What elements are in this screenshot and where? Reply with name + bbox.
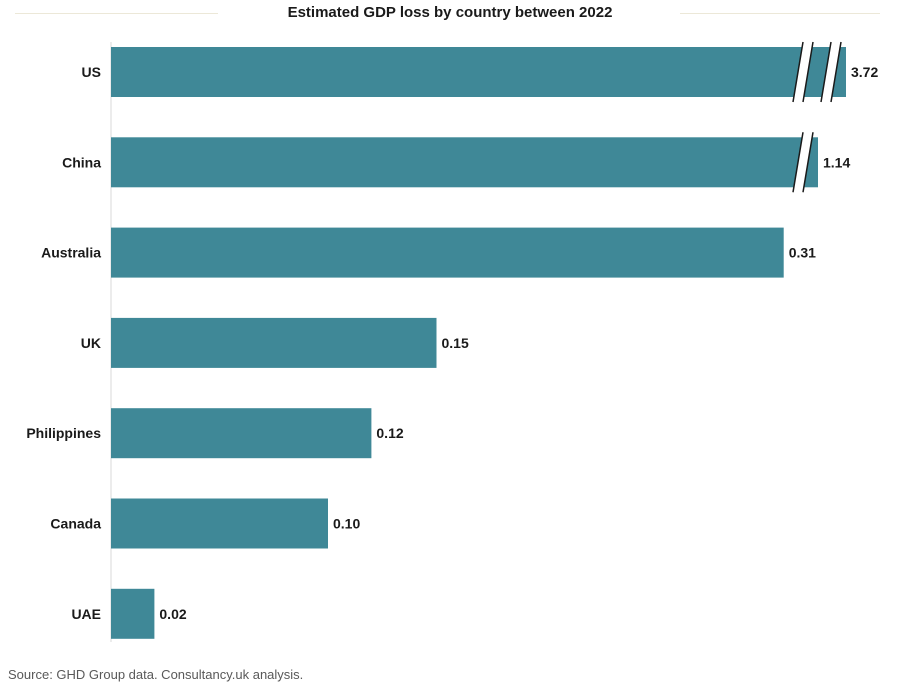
bar-uae: [111, 588, 155, 639]
value-label: 0.02: [159, 606, 186, 622]
axis-break-mark: [792, 41, 814, 103]
value-label: 0.12: [376, 425, 403, 441]
bar-uk: [111, 317, 437, 368]
bar-china: [111, 137, 818, 188]
axis-break-mark: [792, 132, 814, 193]
category-label: Canada: [50, 516, 101, 532]
category-label: UAE: [71, 606, 101, 622]
category-label: China: [62, 154, 101, 170]
category-label: Philippines: [26, 425, 101, 441]
value-label: 3.72: [851, 64, 878, 80]
bar-canada: [111, 498, 328, 549]
category-label: US: [82, 64, 101, 80]
chart-title: Estimated GDP loss by country between 20…: [287, 4, 613, 21]
title-rule-left: [15, 13, 218, 14]
value-label: 0.31: [789, 245, 816, 261]
bar-australia: [111, 227, 784, 278]
value-label: 0.10: [333, 516, 360, 532]
category-label: Australia: [41, 245, 101, 261]
bar-philippines: [111, 408, 372, 459]
bar-us: [111, 47, 846, 97]
title-rule-right: [680, 13, 880, 14]
source-note: Source: GHD Group data. Consultancy.uk a…: [8, 667, 304, 682]
axis-break-mark: [820, 41, 842, 103]
value-label: 1.14: [823, 154, 850, 170]
category-label: UK: [81, 335, 101, 351]
value-label: 0.15: [442, 335, 469, 351]
